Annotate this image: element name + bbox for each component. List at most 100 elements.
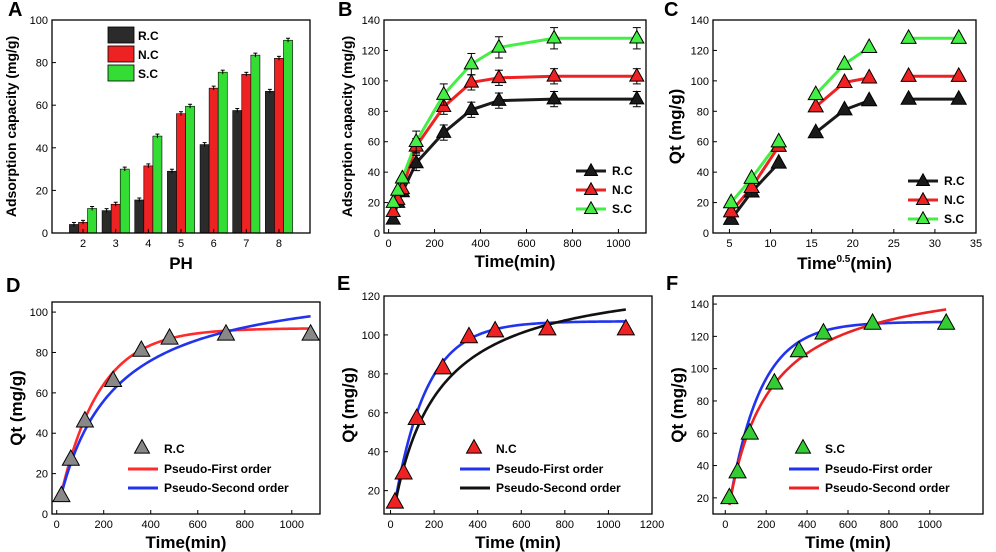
data-point-rc	[950, 89, 968, 105]
y-tick-label: 100	[691, 76, 709, 88]
data-point	[616, 318, 636, 336]
x-tick-label: 5	[726, 238, 732, 250]
bar-nc	[143, 165, 154, 234]
y-tick-label: 140	[362, 15, 380, 27]
x-tick-label: 15	[806, 238, 818, 250]
legend-marker	[133, 438, 151, 454]
x-tick-label: 25	[888, 238, 900, 250]
data-point-sc	[628, 29, 645, 44]
panel-label: E	[337, 273, 350, 295]
y-tick-label: 60	[697, 137, 709, 149]
legend-swatch	[107, 26, 135, 44]
y-tick-label: 40	[368, 167, 380, 179]
data-point	[765, 372, 784, 390]
x-axis-label-text: Time (min)	[475, 533, 561, 552]
x-tick-label: 0	[386, 238, 392, 250]
data-point	[160, 327, 179, 345]
y-tick-label: 80	[368, 369, 380, 381]
y-tick-label: 60	[368, 137, 380, 149]
fit-curve-pseudo-first-order	[393, 320, 626, 504]
y-tick-label: 0	[374, 228, 380, 240]
fit-curve-pseudo-first-order	[728, 320, 947, 505]
panel-4-frame	[383, 295, 653, 515]
data-point-sc	[807, 85, 825, 101]
legend-marker	[465, 438, 483, 454]
legend-marker	[915, 210, 931, 224]
data-point-sc	[463, 55, 480, 70]
x-tick-label: 800	[556, 519, 574, 531]
data-point-sc	[770, 132, 788, 148]
bar-rc	[134, 199, 145, 234]
data-point	[131, 339, 151, 357]
panel-2-frame	[712, 19, 977, 234]
x-axis-label-text: Time	[797, 254, 836, 273]
x-tick-label: 1000	[918, 519, 942, 531]
y-tick-label: 20	[697, 493, 709, 505]
y-tick-label: 140	[691, 15, 709, 27]
bar-sc	[152, 135, 163, 234]
y-axis-label: Adsorption capacity (mg/g)	[3, 36, 19, 217]
y-tick-label: 60	[36, 100, 48, 112]
data-point-nc	[836, 72, 853, 89]
y-tick-label: 80	[36, 347, 48, 359]
panel-label: B	[338, 0, 352, 21]
x-tick-label: 200	[425, 238, 443, 250]
legend-label: R.C	[612, 164, 633, 178]
data-point-nc	[722, 202, 740, 218]
data-point	[103, 370, 123, 388]
data-point-sc	[860, 37, 878, 54]
y-tick-label: 80	[36, 58, 48, 70]
x-tick-label: 600	[189, 519, 207, 531]
x-tick-label: 600	[839, 519, 857, 531]
legend-marker	[915, 172, 931, 186]
x-tick-label: 800	[880, 519, 898, 531]
fit-curve-pseudo-second-order	[60, 314, 311, 495]
bar-rc	[167, 170, 177, 234]
data-point-nc	[385, 202, 402, 217]
bar-rc	[232, 110, 243, 234]
x-tick-label: 4	[145, 238, 151, 250]
data-point-rc	[628, 90, 645, 105]
data-point	[538, 318, 557, 336]
x-tick-label: 200	[757, 519, 775, 531]
bar-rc	[265, 91, 275, 234]
data-point-sc	[491, 38, 507, 53]
panel-label: A	[8, 0, 22, 21]
data-point-nc	[860, 68, 878, 84]
data-point-nc	[743, 177, 760, 193]
legend-label: Pseudo-First order	[164, 462, 272, 476]
x-tick-label: 400	[142, 519, 160, 531]
data-point-sc	[408, 132, 425, 148]
data-point-nc	[546, 67, 562, 82]
y-tick-label: 0	[42, 228, 48, 240]
y-tick-label: 80	[697, 396, 709, 408]
x-axis-label-suffix: (min)	[850, 254, 892, 273]
data-point	[301, 323, 320, 341]
y-tick-label: 120	[362, 291, 380, 303]
y-tick-label: 40	[36, 428, 48, 440]
y-tick-label: 40	[36, 143, 48, 155]
y-axis-label: Qt (mg/g)	[668, 367, 687, 443]
data-point	[385, 491, 405, 509]
x-axis-label: Time(min)	[146, 533, 227, 552]
legend-label: Pseudo-Second order	[825, 481, 950, 495]
data-point-sc	[385, 193, 402, 208]
y-tick-label: 100	[30, 15, 48, 27]
x-tick-label: 1000	[280, 519, 304, 531]
data-point-sc	[743, 168, 760, 184]
y-tick-label: 120	[691, 331, 709, 343]
legend-label: N.C	[496, 442, 517, 456]
legend-label: Pseudo-First order	[825, 462, 933, 476]
data-point-rc	[408, 154, 425, 169]
y-tick-label: 0	[42, 509, 48, 521]
data-point-rc	[770, 153, 788, 169]
bar-sc	[283, 39, 293, 234]
legend-label: Pseudo-Second order	[164, 481, 289, 495]
data-point-rc	[807, 123, 825, 139]
data-point-rc	[722, 209, 740, 225]
x-tick-label: 8	[276, 238, 282, 250]
legend-marker	[915, 191, 931, 205]
y-tick-label: 60	[697, 428, 709, 440]
data-point	[459, 326, 479, 344]
